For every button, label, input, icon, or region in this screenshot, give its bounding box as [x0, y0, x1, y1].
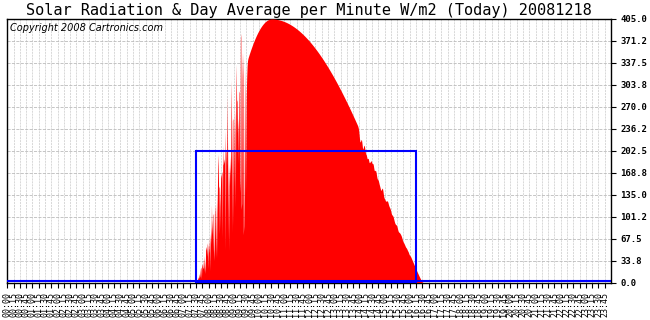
Text: Copyright 2008 Cartronics.com: Copyright 2008 Cartronics.com — [10, 23, 163, 33]
Bar — [196, 151, 416, 283]
Title: Solar Radiation & Day Average per Minute W/m2 (Today) 20081218: Solar Radiation & Day Average per Minute… — [26, 3, 592, 18]
